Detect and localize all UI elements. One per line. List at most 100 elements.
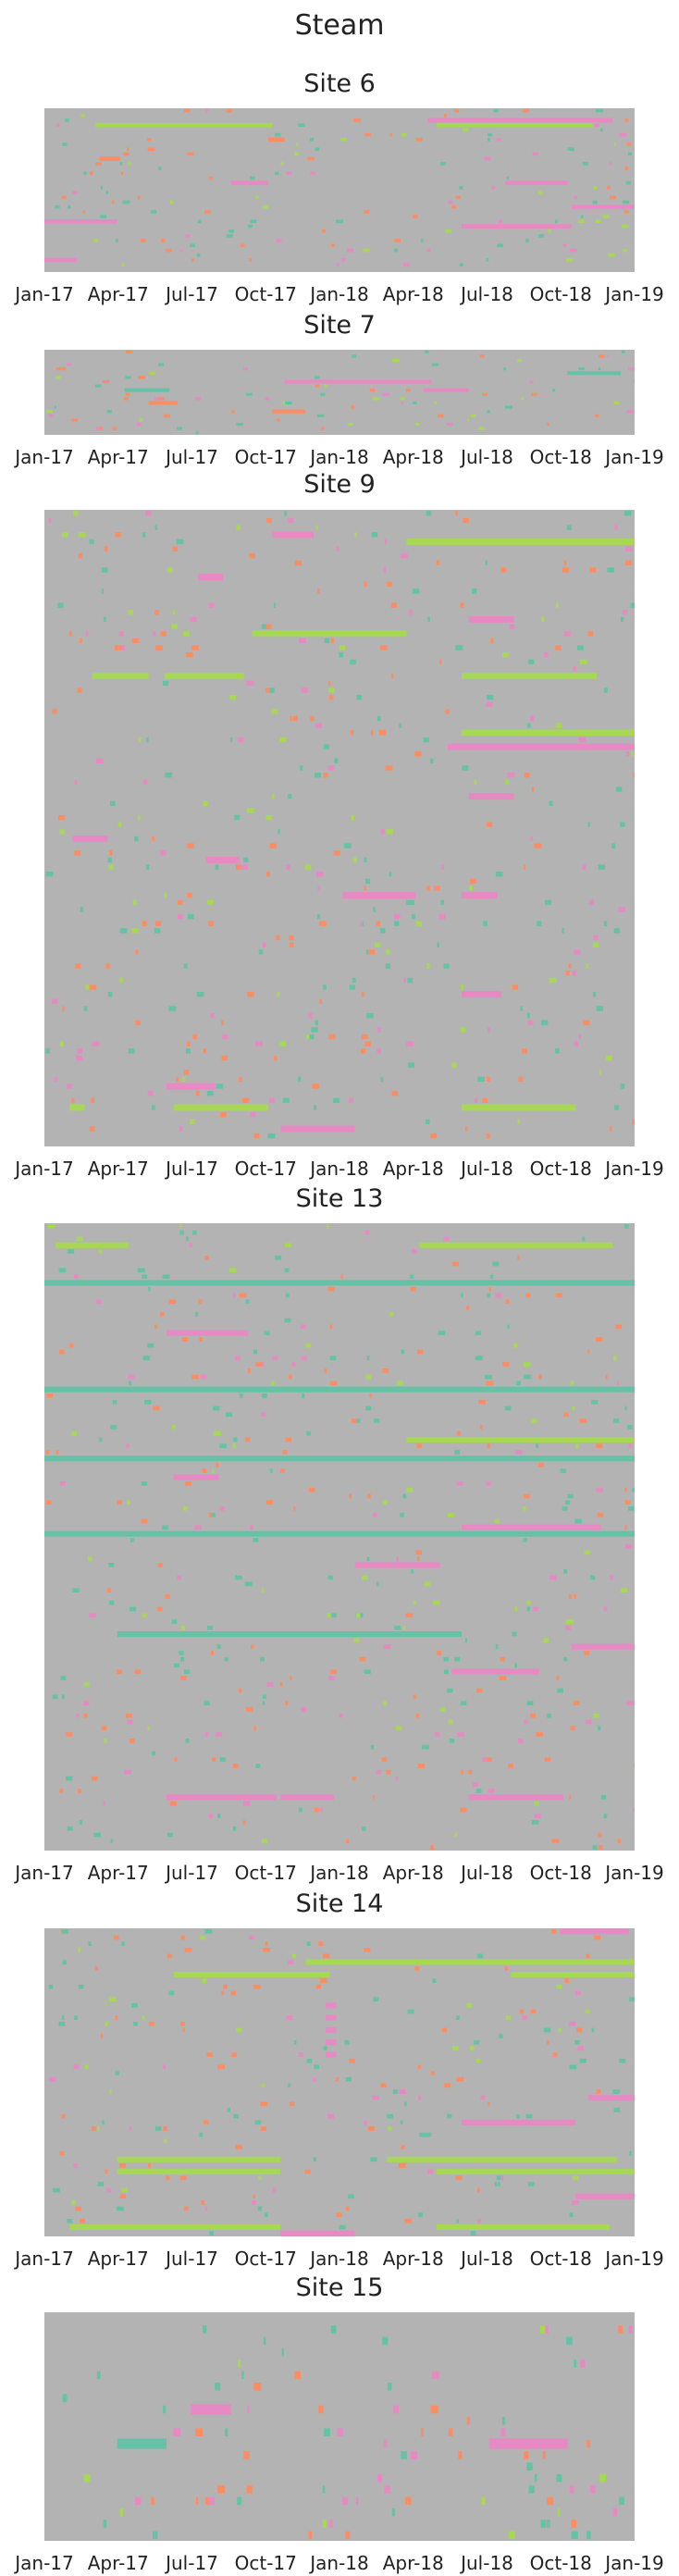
heatmap-speck (487, 695, 493, 700)
heatmap-speck (130, 2126, 131, 2131)
heatmap-speck (411, 2451, 417, 2459)
heatmap-speck (174, 2428, 181, 2436)
heatmap-speck (377, 922, 381, 926)
heatmap-speck (430, 1845, 434, 1850)
x-tick-label: Apr-17 (88, 2552, 149, 2574)
heatmap-speck (137, 423, 142, 426)
heatmap-speck (397, 1381, 402, 1386)
heatmap-speck (364, 210, 369, 214)
heatmap-band (125, 389, 170, 392)
heatmap-speck (500, 1657, 505, 1662)
heatmap-speck (415, 1966, 420, 1971)
heatmap-speck (207, 900, 214, 905)
heatmap-band (231, 180, 268, 185)
heatmap-speck (287, 172, 292, 176)
heatmap-speck (472, 588, 476, 593)
heatmap-band (165, 673, 244, 679)
heatmap-speck (120, 2194, 126, 2198)
heatmap-speck (591, 1400, 598, 1405)
heatmap-panel (44, 2312, 635, 2541)
heatmap-speck (155, 922, 161, 926)
heatmap-speck (557, 1676, 560, 1680)
heatmap-speck (364, 858, 367, 862)
heatmap-speck (508, 773, 515, 777)
heatmap-speck (623, 249, 628, 253)
heatmap-speck (549, 978, 556, 983)
heatmap-speck (543, 1639, 549, 1643)
x-tick-label: Jan-18 (310, 2248, 369, 2270)
heatmap-band (437, 123, 593, 128)
heatmap-speck (86, 985, 90, 989)
x-tick-label: Jul-17 (166, 1158, 218, 1180)
heatmap-speck (525, 773, 530, 777)
heatmap-speck (254, 2121, 261, 2125)
x-tick-label: Jan-18 (310, 1158, 369, 1180)
heatmap-speck (220, 1443, 228, 1448)
x-tick-label: Apr-18 (383, 1862, 444, 1884)
heatmap-speck (280, 1468, 285, 1473)
heatmap-speck (544, 652, 549, 657)
heatmap-speck (461, 603, 464, 608)
heatmap-band (273, 410, 306, 414)
heatmap-speck (212, 1757, 216, 1762)
heatmap-speck (530, 1714, 536, 1718)
heatmap-speck (167, 567, 173, 572)
heatmap-speck (286, 1438, 292, 1443)
heatmap-speck (600, 129, 603, 132)
heatmap-speck (510, 625, 515, 629)
heatmap-speck (353, 858, 357, 862)
heatmap-speck (109, 2089, 111, 2094)
heatmap-speck (151, 210, 156, 214)
x-tick-label: Jan-19 (605, 2248, 664, 2270)
heatmap-band (588, 2095, 635, 2100)
heatmap-speck (350, 660, 356, 664)
heatmap-speck (154, 928, 161, 933)
heatmap-speck (119, 2163, 126, 2168)
heatmap-speck (113, 1400, 117, 1405)
heatmap-speck (527, 724, 530, 728)
heatmap-speck (179, 1651, 183, 1655)
heatmap-speck (216, 864, 219, 869)
heatmap-speck (547, 1714, 551, 1718)
heatmap-band (149, 401, 179, 404)
heatmap-speck (597, 1006, 603, 1010)
x-tick-label: Apr-18 (383, 1158, 444, 1180)
heatmap-speck (444, 114, 447, 118)
heatmap-speck (594, 935, 599, 940)
heatmap-speck (318, 2406, 323, 2414)
heatmap-speck (250, 1526, 253, 1530)
heatmap-speck (125, 376, 131, 378)
heatmap-speck (152, 1752, 155, 1756)
heatmap-speck (84, 1682, 90, 1687)
heatmap-band (511, 1972, 635, 1977)
heatmap-speck (614, 525, 617, 529)
heatmap-band (420, 1243, 613, 1248)
heatmap-speck (346, 2077, 352, 2082)
heatmap-speck (486, 1381, 490, 1386)
heatmap-speck (579, 220, 585, 224)
heatmap-speck (315, 385, 320, 388)
heatmap-speck (236, 423, 243, 426)
heatmap-speck (383, 1500, 388, 1505)
heatmap-speck (163, 681, 168, 686)
heatmap-speck (448, 1513, 454, 1517)
heatmap-speck (131, 928, 139, 933)
heatmap-speck (53, 1695, 58, 1700)
heatmap-speck (49, 518, 52, 523)
heatmap-speck (237, 2497, 241, 2506)
heatmap-speck (614, 402, 620, 404)
heatmap-speck (204, 1929, 212, 1934)
heatmap-band (273, 531, 315, 538)
heatmap-speck (154, 610, 159, 614)
heatmap-speck (414, 751, 421, 756)
heatmap-speck (599, 354, 605, 357)
heatmap-speck (127, 147, 129, 151)
heatmap-speck (112, 201, 115, 204)
x-tick-label: Apr-17 (88, 2248, 149, 2270)
heatmap-speck (415, 1551, 422, 1555)
heatmap-speck (315, 773, 321, 777)
heatmap-speck (397, 1556, 399, 1561)
heatmap-speck (406, 1488, 413, 1492)
heatmap-speck (440, 162, 446, 166)
heatmap-speck (253, 2383, 261, 2391)
